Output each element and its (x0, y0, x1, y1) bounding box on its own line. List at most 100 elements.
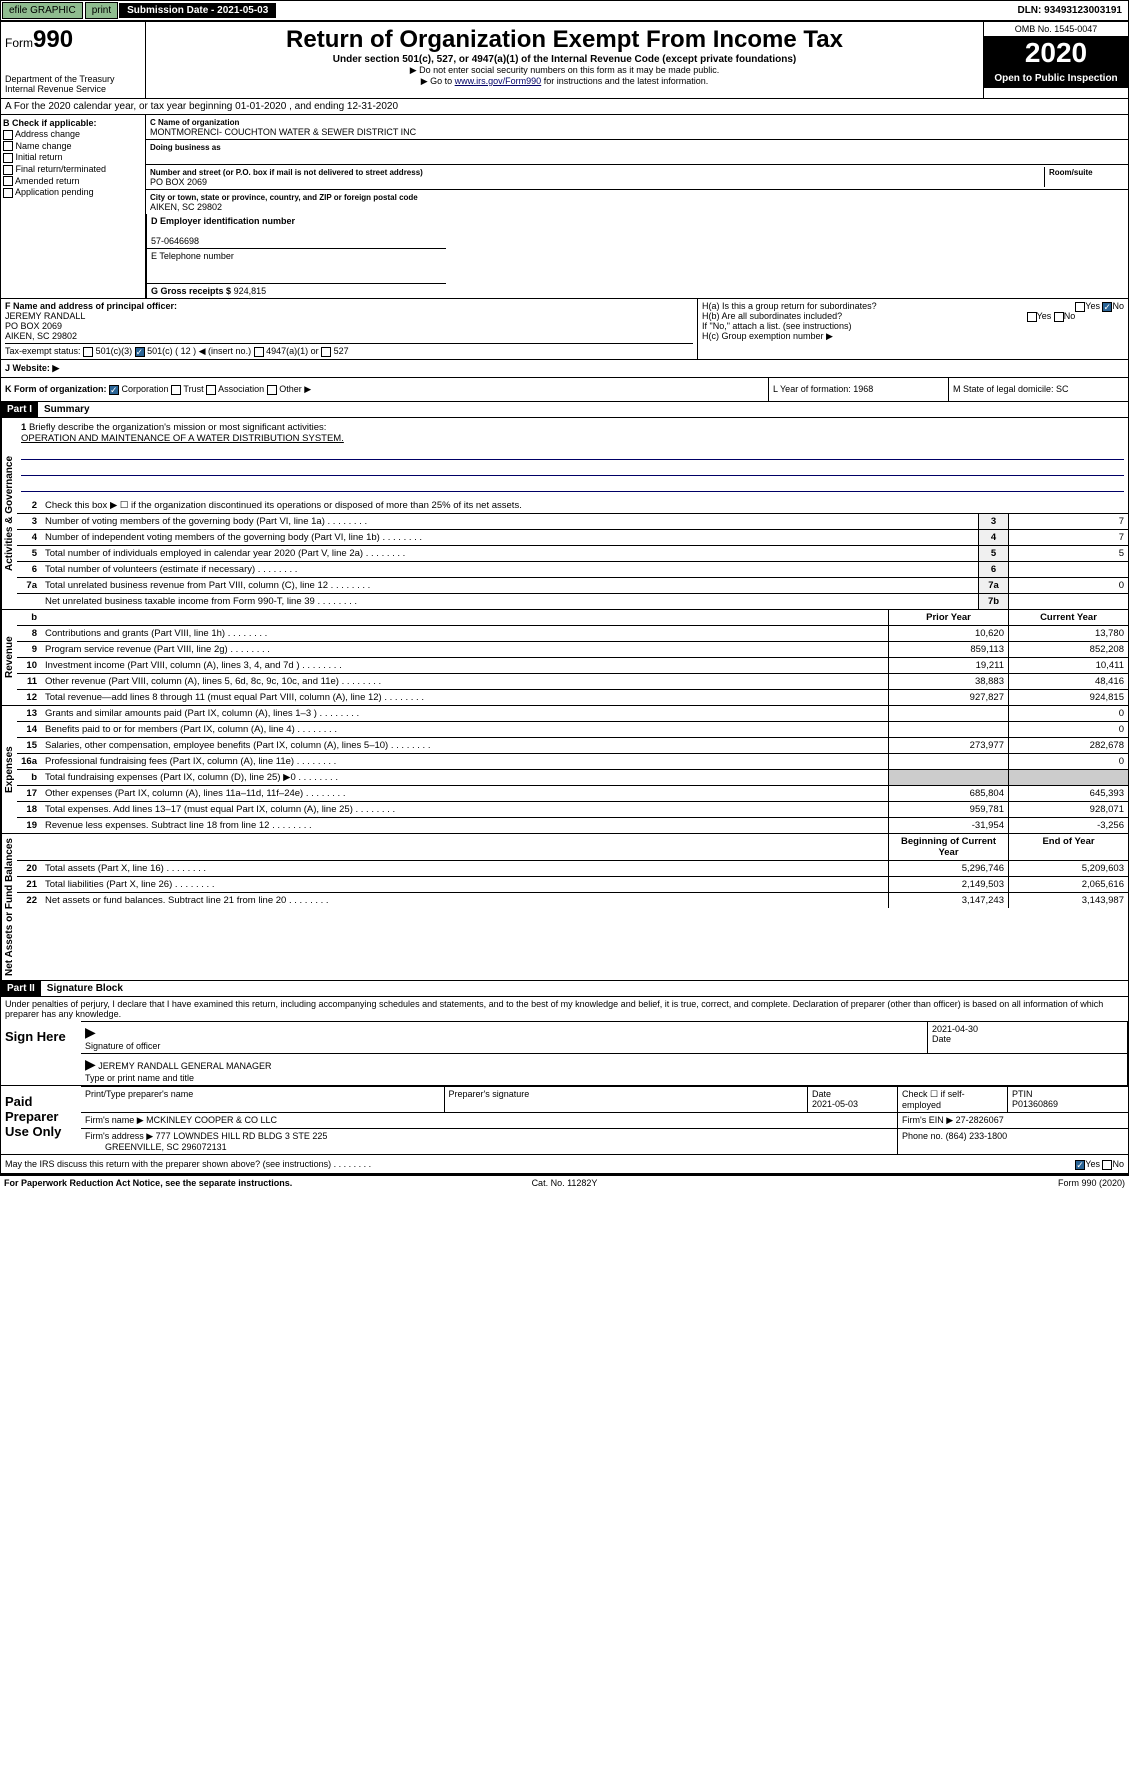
c-name-lbl: C Name of organization (150, 118, 239, 127)
l1-desc: Briefly describe the organization's miss… (29, 422, 327, 433)
instr-link[interactable]: www.irs.gov/Form990 (455, 76, 542, 86)
prior-val: 38,883 (888, 674, 1008, 689)
sig-officer-lbl: Signature of officer (85, 1041, 160, 1051)
form-title: Return of Organization Exempt From Incom… (150, 26, 979, 54)
chk-hb-yes[interactable] (1027, 312, 1037, 322)
form-number: 990 (33, 26, 73, 53)
org-city: AIKEN, SC 29802 (150, 202, 222, 212)
col-curr: Current Year (1008, 610, 1128, 625)
prior-val: 927,827 (888, 690, 1008, 705)
officer-name: JEREMY RANDALL (5, 311, 85, 321)
ptin-lbl: PTIN (1012, 1089, 1033, 1099)
gross: 924,815 (234, 286, 267, 296)
line-desc: Revenue less expenses. Subtract line 18 … (41, 818, 888, 833)
curr-val: 282,678 (1008, 738, 1128, 753)
line-desc: Other revenue (Part VIII, column (A), li… (41, 674, 888, 689)
ha-lbl: H(a) Is this a group return for subordin… (702, 301, 877, 311)
chk-discuss-yes[interactable] (1075, 1160, 1085, 1170)
chk-final[interactable] (3, 165, 13, 175)
line-desc: Benefits paid to or for members (Part IX… (41, 722, 888, 737)
ein-lbl: D Employer identification number (151, 216, 295, 226)
col-end: End of Year (1008, 834, 1128, 860)
chk-name[interactable] (3, 141, 13, 151)
chk-trust[interactable] (171, 385, 181, 395)
omb: OMB No. 1545-0047 (984, 22, 1128, 37)
chk-501c[interactable] (135, 347, 145, 357)
o-assoc: Association (218, 384, 264, 394)
section-netassets: Net Assets or Fund Balances Beginning of… (0, 834, 1129, 981)
chk-assoc[interactable] (206, 385, 216, 395)
part2-label: Part II (1, 981, 41, 996)
chk-app[interactable] (3, 188, 13, 198)
part2-title: Signature Block (41, 981, 129, 996)
pt-name-lbl: Print/Type preparer's name (81, 1087, 445, 1112)
o-4947: 4947(a)(1) or (266, 346, 319, 356)
chk-corp[interactable] (109, 385, 119, 395)
ptin: P01360869 (1012, 1099, 1058, 1109)
city-lbl: City or town, state or province, country… (150, 193, 418, 202)
chk-527[interactable] (321, 347, 331, 357)
line-desc: Total unrelated business revenue from Pa… (41, 578, 978, 593)
dept: Department of the Treasury Internal Reve… (5, 74, 141, 94)
line-desc: Salaries, other compensation, employee b… (41, 738, 888, 753)
line-desc: Grants and similar amounts paid (Part IX… (41, 706, 888, 721)
signature-block: Under penalties of perjury, I declare th… (0, 997, 1129, 1174)
beg-val: 5,296,746 (888, 861, 1008, 876)
form-prefix: Form (5, 36, 33, 50)
curr-val: 924,815 (1008, 690, 1128, 705)
ein: 57-0646698 (151, 236, 199, 246)
efile-btn[interactable]: efile GRAPHIC (2, 2, 83, 19)
row-a: A For the 2020 calendar year, or tax yea… (0, 99, 1129, 115)
h-ifno: If "No," attach a list. (see instruction… (702, 321, 1124, 331)
chk-4947[interactable] (254, 347, 264, 357)
print-btn[interactable]: print (85, 2, 118, 19)
chk-amend[interactable] (3, 176, 13, 186)
pt-chk: Check ☐ if self-employed (898, 1087, 1008, 1112)
line-desc: Other expenses (Part IX, column (A), lin… (41, 786, 888, 801)
officer-print: JEREMY RANDALL GENERAL MANAGER (98, 1061, 271, 1071)
prior-val: 959,781 (888, 802, 1008, 817)
o-501c: 501(c) ( 12 ) ◀ (insert no.) (147, 346, 251, 356)
prior-val (888, 754, 1008, 769)
prior-val: 859,113 (888, 642, 1008, 657)
phone-lbl: Phone no. (902, 1131, 943, 1141)
chk-addr[interactable] (3, 130, 13, 140)
chk-init[interactable] (3, 153, 13, 163)
prior-val: 685,804 (888, 786, 1008, 801)
chk-ha-yes[interactable] (1075, 302, 1085, 312)
officer-print-lbl: Type or print name and title (85, 1073, 194, 1083)
sign-here: Sign Here (1, 1021, 81, 1085)
vert-exp: Expenses (1, 706, 17, 833)
col-prior: Prior Year (888, 610, 1008, 625)
line-box: 6 (978, 562, 1008, 577)
line-desc: Professional fundraising fees (Part IX, … (41, 754, 888, 769)
room-lbl: Room/suite (1049, 168, 1093, 177)
faddr2: GREENVILLE, SC 296072131 (105, 1142, 227, 1152)
chk-discuss-no[interactable] (1102, 1160, 1112, 1170)
chk-hb-no[interactable] (1054, 312, 1064, 322)
chk-ha-no[interactable] (1102, 302, 1112, 312)
curr-val: 0 (1008, 722, 1128, 737)
line-box: 5 (978, 546, 1008, 561)
curr-val: 13,780 (1008, 626, 1128, 641)
part2-hdr: Part II Signature Block (0, 981, 1129, 997)
end-val: 3,143,987 (1008, 893, 1128, 908)
line-val (1008, 562, 1128, 577)
curr-val: 645,393 (1008, 786, 1128, 801)
section-expenses: Expenses 13Grants and similar amounts pa… (0, 706, 1129, 834)
section-governance: Activities & Governance 1 Briefly descri… (0, 418, 1129, 610)
opt-init: Initial return (16, 152, 63, 162)
fein: 27-2826067 (956, 1115, 1004, 1125)
prior-val (888, 722, 1008, 737)
instr2-suf: for instructions and the latest informat… (541, 76, 708, 86)
col-beg: Beginning of Current Year (888, 834, 1008, 860)
sig-decl: Under penalties of perjury, I declare th… (1, 997, 1128, 1021)
chk-501c3[interactable] (83, 347, 93, 357)
beg-val: 3,147,243 (888, 893, 1008, 908)
beg-val: 2,149,503 (888, 877, 1008, 892)
sig-date: 2021-04-30 (932, 1024, 978, 1034)
b-hdr: B Check if applicable: (3, 118, 97, 128)
paid-prep: Paid Preparer Use Only (1, 1086, 81, 1154)
opt-amend: Amended return (15, 176, 80, 186)
chk-other[interactable] (267, 385, 277, 395)
